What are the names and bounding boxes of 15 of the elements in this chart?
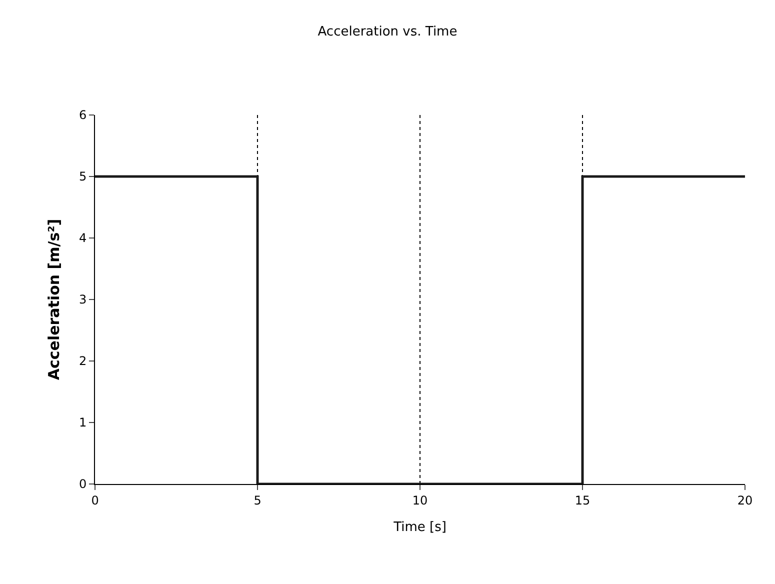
x-axis-title: Time [s] [392,520,446,535]
y-tick-label: 5 [78,170,87,184]
y-tick-label: 3 [78,292,87,307]
x-tick-label: 20 [737,493,753,508]
y-tick-label: 1 [78,416,87,430]
x-tick-label: 10 [412,493,428,508]
x-tick-label: 15 [574,493,590,508]
x-tick-label: 5 [254,493,262,508]
y-tick-label: 4 [78,231,87,246]
y-tick-label: 0 [78,477,87,492]
y-tick-label: 6 [78,108,87,122]
y-axis-title: Acceleration [m/s²] [45,218,64,380]
chart-title: Acceleration vs. Time [318,24,458,40]
x-tick-label: 0 [91,493,99,508]
y-tick-label: 2 [78,354,87,368]
